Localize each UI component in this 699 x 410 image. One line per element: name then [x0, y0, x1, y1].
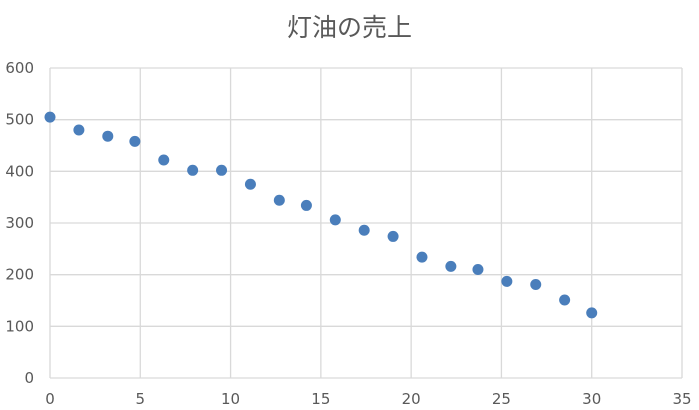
- data-point-10: [329, 214, 341, 226]
- y-tick-label: 200: [5, 266, 34, 284]
- data-point-0: [44, 111, 56, 123]
- y-tick-label: 300: [5, 214, 34, 232]
- y-tick-label: 0: [24, 369, 34, 387]
- x-axis-ticks: 0 5 10 15 20 25 30 35: [45, 390, 691, 408]
- data-point-11: [358, 224, 370, 236]
- x-tick-label: 35: [672, 390, 691, 408]
- data-point-13: [416, 251, 428, 263]
- x-tick-label: 20: [402, 390, 421, 408]
- data-point-14: [445, 260, 457, 272]
- x-tick-label: 0: [45, 390, 55, 408]
- data-point-17: [530, 278, 542, 290]
- chart-title: 灯油の売上: [286, 13, 412, 42]
- data-point-6: [216, 164, 228, 176]
- data-point-7: [244, 178, 256, 190]
- data-point-1: [73, 124, 85, 136]
- y-tick-label: 600: [5, 59, 34, 77]
- y-tick-label: 100: [5, 317, 34, 335]
- x-tick-label: 5: [136, 390, 146, 408]
- y-tick-label: 500: [5, 111, 34, 129]
- data-points: [44, 111, 598, 319]
- data-point-19: [586, 307, 598, 319]
- data-point-2: [102, 130, 114, 142]
- data-point-9: [300, 199, 312, 211]
- x-tick-label: 25: [492, 390, 511, 408]
- x-tick-label: 15: [311, 390, 330, 408]
- data-point-15: [472, 264, 484, 275]
- data-point-3: [129, 135, 141, 147]
- x-tick-label: 30: [582, 390, 601, 408]
- data-point-18: [559, 294, 571, 306]
- y-tick-label: 400: [5, 162, 34, 180]
- y-axis-ticks: 0 100 200 300 400 500 600: [5, 59, 34, 387]
- data-point-12: [387, 230, 399, 242]
- data-point-16: [501, 275, 513, 287]
- data-point-4: [158, 154, 170, 166]
- grid: [49, 67, 683, 379]
- x-tick-label: 10: [221, 390, 240, 408]
- data-point-8: [273, 194, 285, 206]
- data-point-5: [187, 164, 199, 176]
